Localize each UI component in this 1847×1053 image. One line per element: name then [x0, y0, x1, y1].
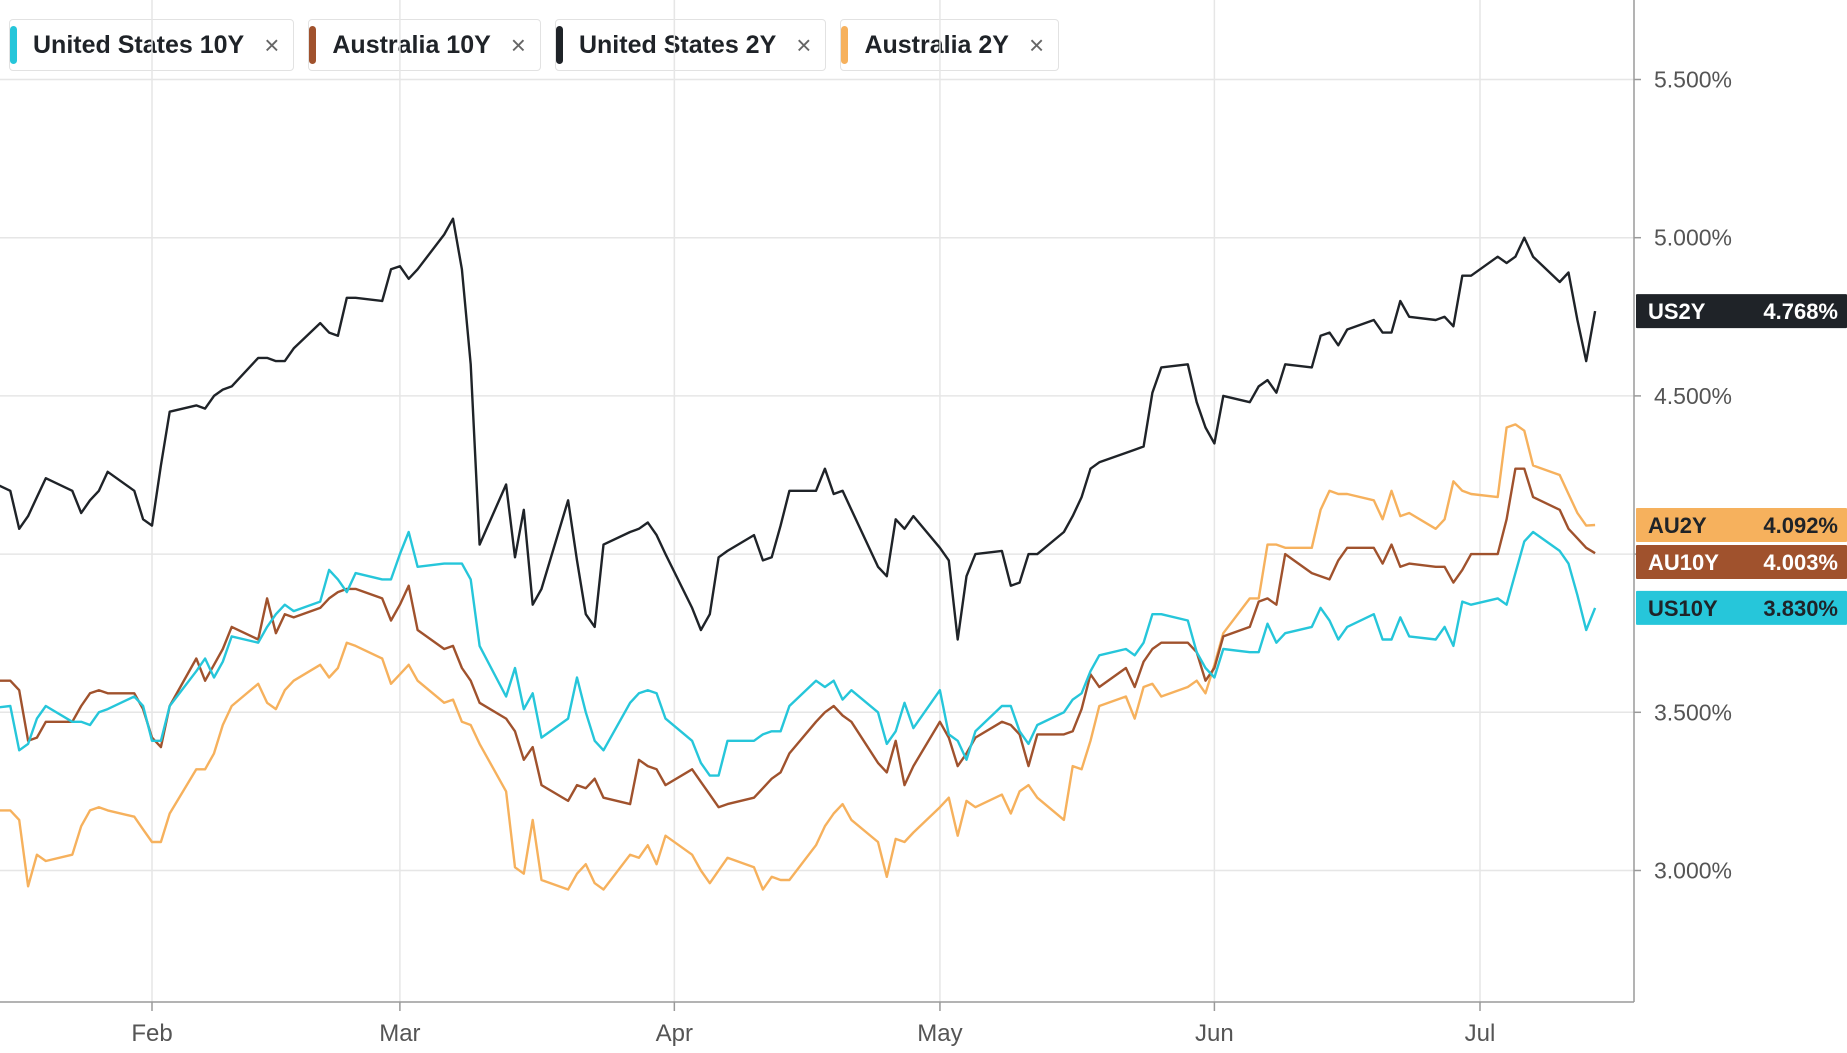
x-tick-label: Feb: [131, 1020, 172, 1047]
last-value-tag-au10y: [1636, 544, 1847, 579]
series-line-us10y[interactable]: [0, 530, 1597, 777]
y-tick-label: 3.500%: [1654, 699, 1732, 725]
last-value-tag-au2y: [1636, 507, 1847, 542]
legend-color-bar: [841, 26, 849, 64]
legend-color-bar: [10, 26, 17, 64]
x-tick-label: Apr: [656, 1020, 693, 1047]
series-line-au2y[interactable]: [0, 423, 1596, 891]
last-value-tag-value: 3.830%: [1763, 596, 1838, 621]
legend-color-bar: [309, 26, 317, 64]
y-tick-label: 5.500%: [1654, 67, 1732, 93]
last-value-tag-name: US2Y: [1648, 299, 1706, 324]
legend: United States 10Y × Australia 10Y × Unit…: [9, 19, 1060, 71]
legend-label: Australia 2Y: [864, 30, 1009, 59]
legend-label: United States 2Y: [578, 30, 777, 59]
legend-label: Australia 10Y: [332, 30, 491, 59]
close-icon[interactable]: ×: [796, 30, 812, 60]
last-value-tag-value: 4.003%: [1763, 550, 1838, 575]
y-tick-label: 4.500%: [1654, 383, 1732, 409]
last-value-tag-value: 4.768%: [1763, 299, 1838, 324]
last-value-tag-value: 4.092%: [1763, 513, 1838, 538]
series-line-us2y[interactable]: [0, 217, 1597, 641]
x-tick-label: Mar: [379, 1020, 420, 1047]
x-tick-label: May: [917, 1020, 962, 1047]
close-icon[interactable]: ×: [264, 30, 280, 60]
x-tick-label: Jul: [1465, 1020, 1496, 1047]
y-tick-label: 5.000%: [1654, 225, 1732, 251]
legend-chip-us2y[interactable]: United States 2Y ×: [554, 19, 827, 71]
legend-chip-au10y[interactable]: Australia 10Y ×: [308, 19, 541, 71]
last-value-tag-us10y: [1636, 590, 1847, 625]
legend-color-bar: [555, 26, 563, 64]
last-value-tag-us2y: [1636, 294, 1847, 329]
last-value-tag-name: AU10Y: [1648, 550, 1719, 575]
series-line-au10y[interactable]: [0, 467, 1596, 809]
legend-chip-au2y[interactable]: Australia 2Y ×: [840, 19, 1060, 71]
close-icon[interactable]: ×: [510, 30, 526, 60]
last-value-tag-name: US10Y: [1648, 596, 1718, 621]
last-value-tag-name: AU2Y: [1648, 513, 1707, 538]
y-tick-label: 3.000%: [1654, 858, 1732, 884]
x-tick-label: Jun: [1195, 1020, 1234, 1047]
close-icon[interactable]: ×: [1028, 30, 1045, 60]
legend-label: United States 10Y: [33, 30, 245, 59]
